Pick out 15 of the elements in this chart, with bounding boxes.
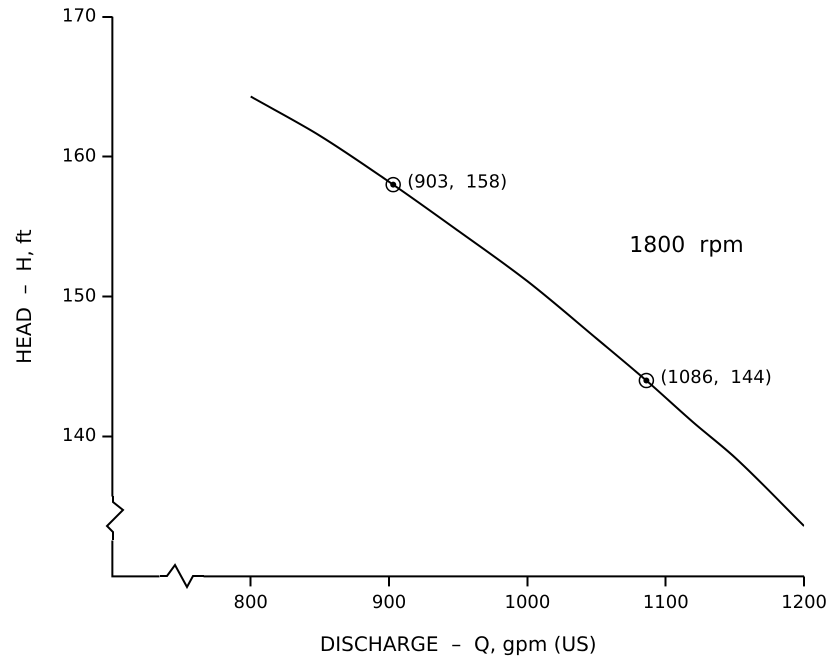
annotation: (903, 158) (407, 171, 508, 192)
y-tick-label: 150 (62, 285, 96, 306)
x-tick-label: 1200 (781, 592, 827, 613)
annotation: (1086, 144) (660, 367, 772, 388)
x-tick-label: 800 (234, 592, 268, 613)
y-tick-label: 160 (62, 145, 96, 166)
annotation: 1800 rpm (629, 232, 744, 258)
x-axis-title: DISCHARGE – Q, gpm (US) (320, 632, 597, 656)
y-axis-title: HEAD – H, ft (12, 229, 36, 364)
x-tick-label: 900 (372, 592, 406, 613)
x-tick-label: 1100 (642, 592, 689, 613)
y-tick-label: 170 (62, 5, 96, 26)
line-series (250, 96, 804, 528)
y-tick-label: 140 (62, 425, 96, 446)
x-tick-label: 1000 (504, 592, 550, 613)
